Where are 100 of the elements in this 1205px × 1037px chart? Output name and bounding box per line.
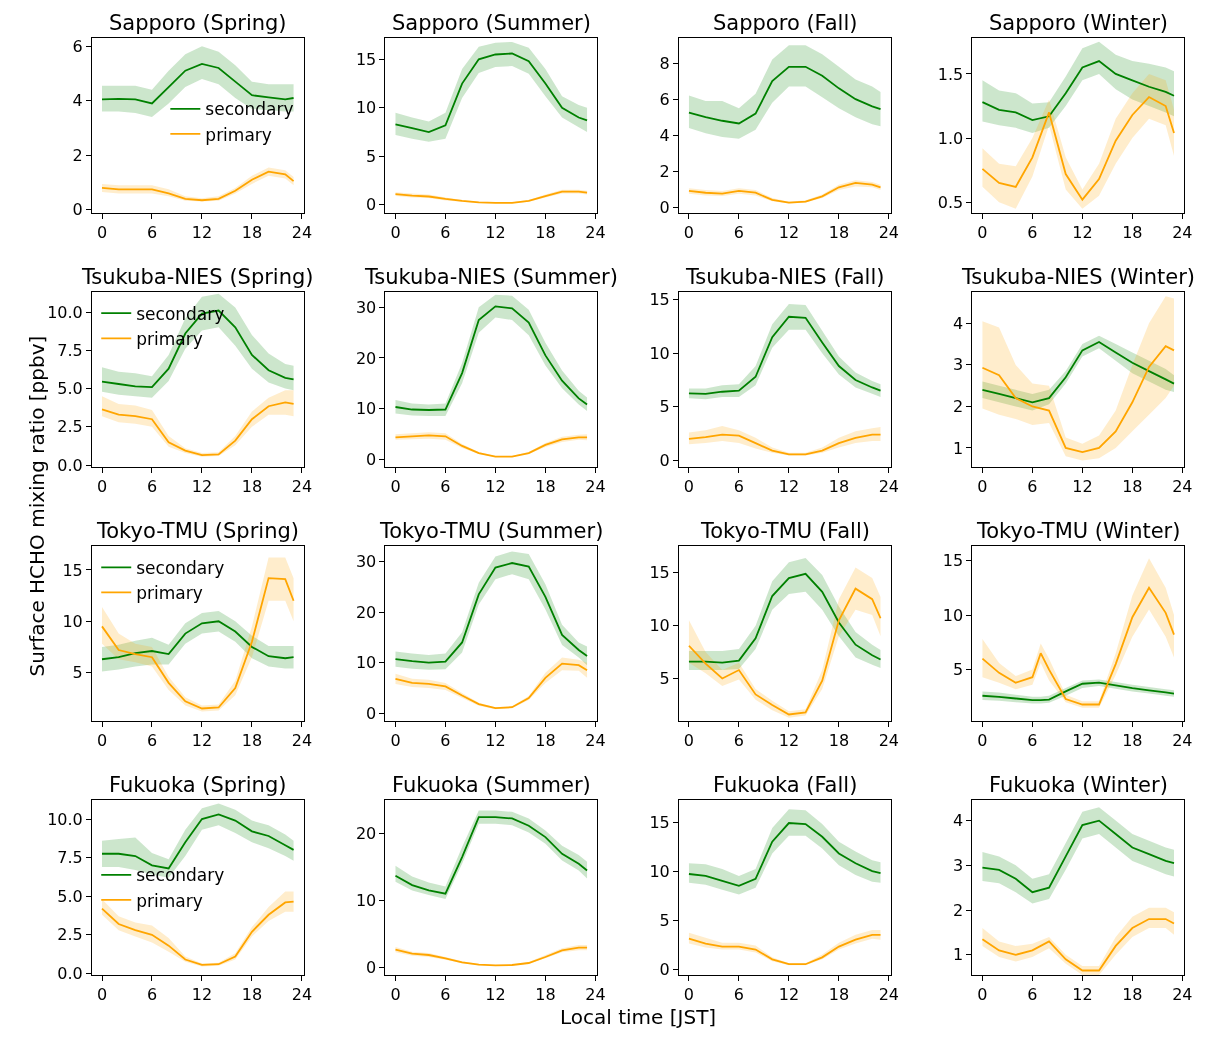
- chart-title: Tsukuba-NIES (Fall): [685, 265, 885, 289]
- x-tick-label: 18: [535, 222, 556, 242]
- x-tick-label: 24: [585, 731, 606, 751]
- x-tick-label: 24: [1172, 476, 1193, 496]
- y-tick-label: 30: [355, 297, 377, 317]
- y-tick-label: 15: [355, 49, 377, 69]
- x-tick-label: 24: [878, 222, 900, 242]
- x-tick-label: 12: [1072, 222, 1093, 242]
- y-tick-label: 10.0: [47, 809, 83, 829]
- x-tick-label: 18: [828, 476, 850, 496]
- y-tick-label: 5: [659, 397, 670, 417]
- x-tick-label: 6: [733, 731, 745, 751]
- legend-label: primary: [205, 124, 272, 145]
- y-tick-label: 0: [659, 450, 670, 470]
- y-tick-label: 6: [72, 36, 83, 56]
- x-tick-label: 12: [485, 985, 506, 1005]
- x-tick-label: 18: [1122, 476, 1143, 496]
- y-tick-label: 0: [659, 197, 670, 217]
- chart-title: Tsukuba-NIES (Winter): [961, 265, 1195, 289]
- chart-title: Fukuoka (Spring): [109, 773, 287, 797]
- x-tick-label: 6: [440, 731, 451, 751]
- y-tick-label: 4: [953, 313, 964, 333]
- x-tick-label: 24: [878, 985, 900, 1005]
- y-tick-label: 7.5: [57, 340, 83, 360]
- x-tick-label: 18: [241, 222, 263, 242]
- legend-label: primary: [136, 890, 203, 911]
- x-tick-label: 18: [1122, 731, 1143, 751]
- line-series: [101, 401, 295, 457]
- x-tick-label: 0: [390, 476, 401, 496]
- x-tick-label: 18: [241, 476, 263, 496]
- y-tick-label: 5.0: [57, 379, 83, 399]
- y-tick-label: 10: [355, 98, 377, 118]
- y-tick-label: 1: [953, 438, 964, 458]
- y-tick-label: 10: [649, 616, 670, 636]
- y-tick-label: 2: [72, 145, 83, 165]
- chart-title: Tokyo-TMU (Fall): [700, 519, 870, 543]
- x-tick-label: 12: [778, 222, 800, 242]
- y-tick-label: 15: [649, 290, 670, 310]
- x-tick-label: 6: [146, 476, 158, 496]
- x-tick-label: 12: [778, 985, 800, 1005]
- line-series: [101, 620, 295, 661]
- line-series: [981, 586, 1175, 706]
- x-tick-label: 0: [977, 731, 988, 751]
- y-tick-label: 10: [649, 343, 670, 363]
- x-tick-label: 0: [683, 985, 695, 1005]
- x-tick-label: 12: [485, 731, 506, 751]
- y-tick-label: 4: [659, 125, 670, 145]
- line-series: [981, 96, 1175, 201]
- x-tick-label: 0: [683, 476, 695, 496]
- line-series: [981, 341, 1175, 404]
- y-tick-label: 2: [953, 397, 964, 417]
- x-tick-label: 18: [535, 985, 556, 1005]
- y-tick-label: 0: [366, 957, 377, 977]
- line-series: [981, 345, 1175, 454]
- chart-title: Sapporo (Winter): [989, 11, 1169, 35]
- x-tick-label: 12: [485, 222, 506, 242]
- x-tick-label: 24: [878, 476, 900, 496]
- x-tick-label: 24: [585, 985, 606, 1005]
- y-tick-label: 5.0: [57, 886, 83, 906]
- x-tick-label: 12: [1072, 985, 1093, 1005]
- y-tick-label: 5: [72, 663, 83, 683]
- x-tick-label: 18: [828, 985, 850, 1005]
- x-tick-label: 6: [440, 222, 451, 242]
- x-tick-label: 6: [440, 985, 451, 1005]
- y-tick-label: 1: [953, 945, 964, 965]
- line-series: [688, 65, 882, 125]
- y-tick-label: 2: [953, 900, 964, 920]
- x-tick-label: 12: [191, 985, 213, 1005]
- x-tick-label: 12: [191, 476, 213, 496]
- x-tick-label: 6: [1027, 222, 1038, 242]
- y-tick-label: 4: [72, 91, 83, 111]
- x-tick-label: 24: [291, 731, 313, 751]
- chart-title: Fukuoka (Fall): [713, 773, 858, 797]
- y-tick-label: 10: [355, 890, 377, 910]
- line-series: [688, 433, 882, 456]
- line-series: [688, 315, 882, 395]
- chart-title: Tokyo-TMU (Summer): [379, 519, 604, 543]
- y-tick-label: 15: [649, 812, 670, 832]
- line-series: [394, 52, 588, 133]
- x-tick-label: 0: [390, 222, 401, 242]
- y-tick-label: 2.5: [57, 925, 83, 945]
- y-tick-label: 0.5: [937, 192, 964, 212]
- line-series: [688, 572, 882, 664]
- chart-title: Tokyo-TMU (Winter): [976, 519, 1181, 543]
- x-tick-label: 6: [1027, 985, 1038, 1005]
- x-tick-label: 0: [977, 476, 988, 496]
- x-tick-label: 12: [191, 731, 213, 751]
- x-tick-label: 18: [241, 731, 263, 751]
- y-tick-label: 10: [649, 861, 670, 881]
- line-series: [981, 60, 1175, 122]
- x-tick-label: 0: [96, 731, 108, 751]
- y-tick-label: 6: [659, 89, 670, 109]
- x-tick-label: 0: [390, 731, 401, 751]
- y-tick-label: 0: [366, 703, 377, 723]
- x-tick-label: 0: [683, 731, 695, 751]
- y-tick-label: 1.0: [937, 128, 964, 148]
- y-tick-label: 5: [366, 146, 377, 166]
- y-tick-label: 5: [659, 910, 670, 930]
- x-tick-label: 18: [535, 731, 556, 751]
- x-tick-label: 6: [1027, 476, 1038, 496]
